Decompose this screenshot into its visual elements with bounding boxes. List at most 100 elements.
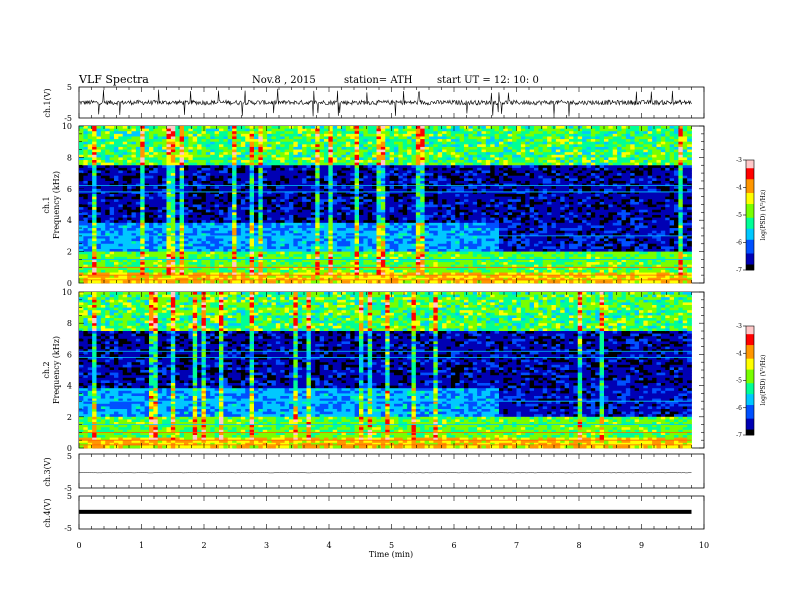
spectrogram-cell (122, 191, 128, 195)
spectrogram-cell (258, 199, 264, 203)
spectrogram-cell (249, 186, 255, 190)
spectrogram-cell (118, 225, 124, 229)
spectrogram-cell (184, 144, 189, 148)
spectrogram-cell (201, 267, 207, 271)
spectrogram-cell (227, 188, 233, 192)
spectrogram-cell (394, 214, 399, 218)
spectrogram-cell (149, 256, 154, 260)
spectrogram-cell (385, 160, 391, 164)
spectrogram-cell (407, 199, 412, 203)
spectrogram-cell (223, 251, 229, 255)
spectrogram-cell (140, 144, 146, 148)
spectrogram-cell (407, 275, 412, 279)
spectrogram-cell (367, 154, 373, 158)
spectrogram-cell (153, 235, 159, 239)
spectrogram-cell (87, 173, 93, 177)
spectrogram-cell (328, 201, 334, 205)
spectrogram-cell (170, 162, 176, 166)
spectrogram-cell (170, 167, 176, 171)
spectrogram-cell (184, 146, 189, 150)
spectrogram-cell (100, 165, 106, 169)
spectrogram-cell (223, 230, 229, 234)
spectrogram-cell (306, 272, 312, 276)
spectrogram-cell (118, 204, 124, 208)
spectrogram-cell (306, 256, 312, 260)
spectrogram-cell (131, 264, 137, 268)
spectrogram-cell (429, 178, 434, 182)
spectrogram-cell (83, 188, 89, 192)
spectrogram-cell (127, 152, 132, 156)
spectrogram-cell (345, 154, 351, 158)
spectrogram-cell (337, 262, 342, 266)
spectrogram-cell (232, 214, 237, 218)
spectrogram-cell (429, 191, 434, 195)
spectrogram-cell (332, 139, 338, 143)
spectrogram-cell (354, 241, 360, 245)
spectrogram-cell (240, 201, 246, 205)
spectrogram-cell (153, 277, 159, 281)
spectrogram-cell (363, 275, 369, 279)
spectrogram-cell (367, 173, 373, 177)
spectrogram-cell (245, 264, 251, 268)
spectrogram-cell (144, 241, 150, 245)
spectrogram-cell (149, 241, 154, 245)
spectrogram-cell (153, 251, 159, 255)
spectrogram-cell (328, 207, 334, 211)
spectrogram-cell (96, 204, 102, 208)
spectrogram-cell (245, 149, 251, 153)
spectrogram-cell (144, 228, 150, 232)
spectrogram-cell (402, 235, 408, 239)
spectrogram-cell (332, 214, 338, 218)
spectrogram-cell (411, 267, 417, 271)
spectrogram-cell (324, 201, 329, 205)
spectrogram-cell (359, 246, 364, 250)
spectrogram-cell (385, 209, 391, 213)
spectrogram-cell (359, 243, 364, 247)
spectrogram-cell (153, 256, 159, 260)
spectrogram-cell (328, 149, 334, 153)
spectrogram-cell (170, 214, 176, 218)
spectrogram-cell (345, 228, 351, 232)
spectrogram-cell (240, 241, 246, 245)
spectrogram-cell (131, 194, 137, 198)
spectrogram-cell (341, 183, 347, 187)
spectrogram-cell (240, 280, 246, 284)
spectrogram-cell (83, 180, 89, 184)
spectrogram-cell (227, 262, 233, 266)
spectrogram-cell (114, 272, 119, 276)
spectrogram-cell (289, 175, 294, 179)
spectrogram-cell (118, 264, 124, 268)
spectrogram-cell (385, 196, 391, 200)
spectrogram-cell (332, 275, 338, 279)
spectrogram-cell (197, 160, 202, 164)
spectrogram-cell (433, 149, 439, 153)
spectrogram-cell (341, 243, 347, 247)
spectrogram-cell (227, 144, 233, 148)
spectrogram-cell (149, 220, 154, 224)
spectrogram-cell (402, 183, 408, 187)
spectrogram-cell (170, 141, 176, 145)
spectrogram-cell (402, 139, 408, 143)
spectrogram-cell (389, 277, 395, 281)
spectrogram-cell (420, 194, 426, 198)
spectrogram-cell (337, 243, 342, 247)
spectrogram-cell (135, 141, 141, 145)
spectrogram-cell (341, 225, 347, 229)
spectrogram-cell (184, 186, 189, 190)
spectrogram-cell (389, 251, 395, 255)
spectrogram-cell (363, 170, 369, 174)
spectrogram-cell (289, 214, 294, 218)
spectrogram-cell (302, 170, 307, 174)
spectrogram-cell (372, 133, 377, 137)
spectrogram-cell (205, 269, 211, 273)
spectrogram-cell (398, 126, 404, 130)
spectrogram-cell (350, 178, 356, 182)
spectrogram-cell (192, 162, 198, 166)
spectrogram-cell (372, 220, 377, 224)
spectrogram-cell (223, 128, 229, 132)
spectrogram-cell (157, 262, 163, 266)
spectrogram-cell (389, 196, 395, 200)
spectrogram-cell (319, 144, 325, 148)
spectrogram-cell (293, 207, 299, 211)
spectrogram-cell (415, 144, 421, 148)
